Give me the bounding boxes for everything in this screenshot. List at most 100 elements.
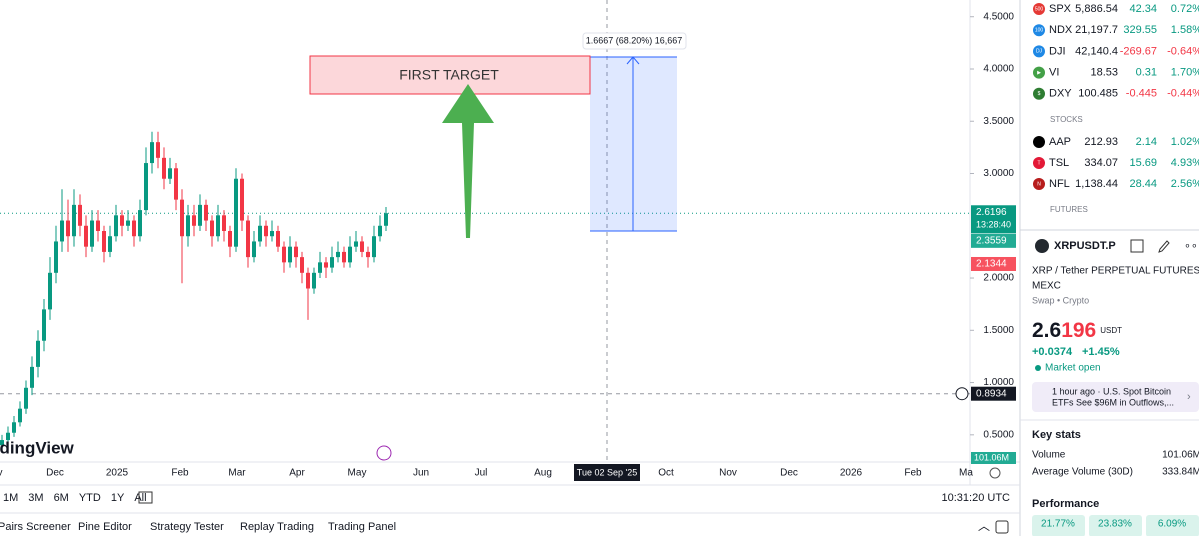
news-card[interactable] — [1032, 382, 1199, 412]
measure-arrow-head — [626, 56, 640, 65]
detail-symbol[interactable]: XRPUSDT.P — [1054, 240, 1116, 252]
watch-symbol[interactable]: DJI — [1049, 45, 1066, 57]
candle-body — [78, 204, 82, 226]
more-icon[interactable]: ∘∘∘ — [1184, 240, 1199, 252]
y-tick-label: 2.0000 — [983, 273, 1014, 284]
watch-symbol[interactable]: DXY — [1049, 88, 1072, 100]
symbol-logo-text: N — [1037, 181, 1041, 187]
symbol-logo-text: $ — [1038, 91, 1041, 97]
symbol-logo-text: ▶ — [1037, 70, 1041, 76]
timeframe-button[interactable]: 1M — [3, 492, 18, 504]
detail-exchange: MEXC — [1032, 281, 1061, 292]
performance: Performance — [1032, 498, 1099, 510]
volume-label: Volume — [1032, 450, 1066, 461]
symbol-logo — [1033, 157, 1045, 169]
watch-change: 2.14 — [1136, 136, 1157, 148]
candle-body — [228, 231, 232, 247]
watch-symbol[interactable]: VI — [1049, 67, 1059, 79]
candle-body — [222, 215, 226, 231]
detail-change: +0.0374 — [1032, 346, 1073, 358]
news-chevron[interactable]: › — [1187, 391, 1191, 403]
x-tick-label: Jun — [413, 468, 429, 479]
x-tick-label: Mar — [228, 468, 246, 479]
event-icon — [376, 445, 392, 461]
candle-body — [312, 272, 316, 289]
watch-symbol[interactable]: SPX — [1049, 3, 1072, 15]
candle-body — [12, 422, 16, 433]
bottom-tab[interactable]: Trading Panel — [328, 521, 396, 533]
watch-change-pct: 0.72% — [1171, 3, 1199, 15]
measure-label: 1.6667 (68.20%) 16,667 — [586, 35, 683, 45]
chart-pane — [0, 0, 1020, 485]
key-stats: Key stats — [1032, 429, 1081, 441]
candle-body — [30, 366, 34, 388]
symbol-logo — [1033, 66, 1045, 79]
timeframe-button[interactable]: YTD — [79, 492, 101, 504]
timeframe-button[interactable]: 1Y — [111, 492, 125, 504]
candle-body — [348, 246, 352, 263]
add-alert[interactable] — [955, 387, 969, 401]
date-range-icon[interactable] — [138, 491, 153, 504]
target-arrow — [442, 84, 494, 238]
x-tick-label: Feb — [904, 468, 922, 479]
watch-price: 100.485 — [1078, 88, 1118, 100]
candle-body — [60, 220, 64, 242]
y-tick-label: 4.0000 — [983, 64, 1014, 75]
candle-body — [240, 178, 244, 221]
bottom-tab[interactable]: Pine Editor — [78, 521, 132, 533]
y-tick-label: 4.5000 — [983, 11, 1014, 22]
layout-icon[interactable] — [1130, 239, 1144, 253]
bottom-tab[interactable]: Replay Trading — [240, 521, 314, 533]
candle-body — [6, 432, 10, 441]
watch-symbol[interactable]: NDX — [1049, 24, 1073, 36]
detail-kind: Swap • Crypto — [1032, 295, 1089, 305]
candle-body — [156, 142, 160, 158]
watch-symbol[interactable]: TSL — [1049, 157, 1069, 169]
candle-body — [18, 408, 22, 423]
x-tick-label: Nov — [719, 468, 737, 479]
edit-icon[interactable] — [1158, 240, 1170, 253]
perf-value: 21.77% — [1041, 519, 1075, 530]
candle-body — [108, 236, 112, 252]
crosshair-label: 0.8934 — [976, 388, 1007, 399]
candle-body — [264, 225, 268, 237]
watch-change-pct: 2.56% — [1171, 178, 1199, 190]
detail-price: 2.6196 USDT — [1032, 319, 1122, 342]
bottom-tab[interactable]: Strategy Tester — [150, 521, 224, 533]
target-label: FIRST TARGET — [399, 67, 499, 83]
symbol-logo — [1033, 24, 1045, 37]
perf-tile — [1032, 515, 1085, 537]
candle-body — [300, 257, 304, 273]
watch-symbol[interactable]: NFL — [1049, 178, 1070, 190]
watch-symbol[interactable]: AAP — [1049, 136, 1071, 148]
watch-change: -269.67 — [1120, 45, 1157, 57]
watermark: adingView — [0, 438, 75, 457]
target-box — [309, 55, 591, 95]
y-tick-label: 3.0000 — [983, 168, 1014, 179]
news-text[interactable]: ETFs See $96M in Outflows,... — [1052, 397, 1174, 407]
news-time[interactable]: 1 hour ago · U.S. Spot Bitcoin — [1052, 386, 1171, 396]
last-price-tag — [971, 205, 1016, 234]
candle-body — [294, 246, 298, 258]
bottom-tab[interactable]: Pairs Screener — [0, 521, 71, 533]
maximize-icon[interactable] — [995, 520, 1009, 534]
price-tag — [971, 233, 1016, 248]
symbol-logo — [1033, 87, 1045, 100]
collapse-icon[interactable]: ︿ — [978, 519, 990, 533]
y-tick-label: 0.5000 — [983, 429, 1014, 440]
candle-body — [138, 210, 142, 237]
timeframe-button[interactable]: 6M — [54, 492, 69, 504]
watch-change: 15.69 — [1129, 157, 1157, 169]
x-tick-label: Feb — [171, 468, 189, 479]
symbol-icon — [1035, 239, 1049, 253]
x-tick-label: Jul — [475, 468, 488, 479]
candle-body — [96, 220, 100, 231]
settings-icon[interactable] — [989, 467, 1001, 479]
timeframe-button[interactable]: All — [134, 492, 146, 504]
y-tick-label: 3.5000 — [983, 116, 1014, 127]
candle-body — [54, 241, 58, 273]
timeframe-button[interactable]: 3M — [28, 492, 43, 504]
countdown: 13:28:40 — [976, 220, 1011, 230]
measure-label-box — [582, 32, 687, 50]
